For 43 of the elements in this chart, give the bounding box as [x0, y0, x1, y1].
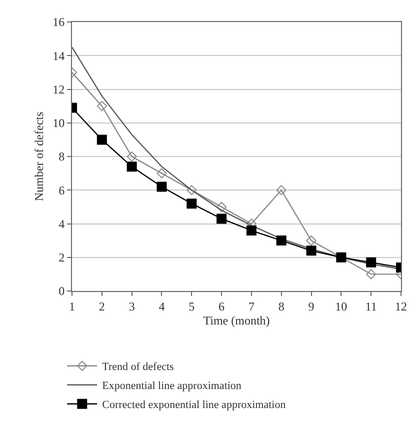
x-tick-label: 7 — [248, 299, 254, 314]
x-tick-label: 12 — [395, 299, 407, 314]
point — [366, 257, 376, 268]
point — [306, 236, 316, 246]
point — [366, 269, 376, 280]
x-tick-label: 2 — [98, 299, 105, 314]
point — [246, 225, 256, 236]
x-tick-label: 1 — [69, 299, 75, 314]
point — [276, 185, 286, 196]
y-tick-label: 6 — [58, 183, 65, 198]
point — [186, 198, 197, 209]
y-axis-title: Number of defects — [32, 112, 46, 202]
point — [156, 182, 167, 192]
point — [96, 134, 107, 145]
x-tick-label: 10 — [335, 299, 348, 314]
x-tick-label: 8 — [278, 299, 284, 314]
legend-label: Corrected exponential line approximation — [102, 399, 286, 412]
point — [156, 168, 167, 178]
legend-label: Exponential line approximation — [102, 380, 242, 392]
legend-label: Trend of defects — [102, 361, 174, 374]
point — [306, 246, 316, 256]
y-tick-label: 12 — [52, 82, 65, 96]
y-tick-label: 2 — [58, 250, 65, 265]
x-tick-label: 9 — [308, 299, 314, 314]
point — [126, 151, 137, 162]
x-tick-label: 6 — [218, 299, 225, 314]
y-tick-label: 8 — [58, 150, 65, 164]
y-tick-label: 14 — [52, 48, 65, 63]
y-tick-label: 16 — [52, 15, 65, 30]
x-tick-label: 5 — [188, 299, 195, 314]
point — [126, 162, 137, 172]
x-tick-label: 3 — [128, 299, 135, 314]
y-tick-label: 0 — [58, 284, 65, 298]
y-tick-label: 10 — [52, 116, 65, 130]
point — [216, 214, 227, 224]
point — [96, 101, 107, 112]
point — [216, 202, 227, 212]
point — [186, 185, 197, 196]
x-tick-label: 11 — [365, 299, 377, 314]
x-tick-label: 4 — [158, 299, 165, 314]
point — [276, 236, 286, 246]
x-axis-title: Time (month) — [203, 313, 270, 328]
y-tick-label: 4 — [58, 216, 65, 231]
